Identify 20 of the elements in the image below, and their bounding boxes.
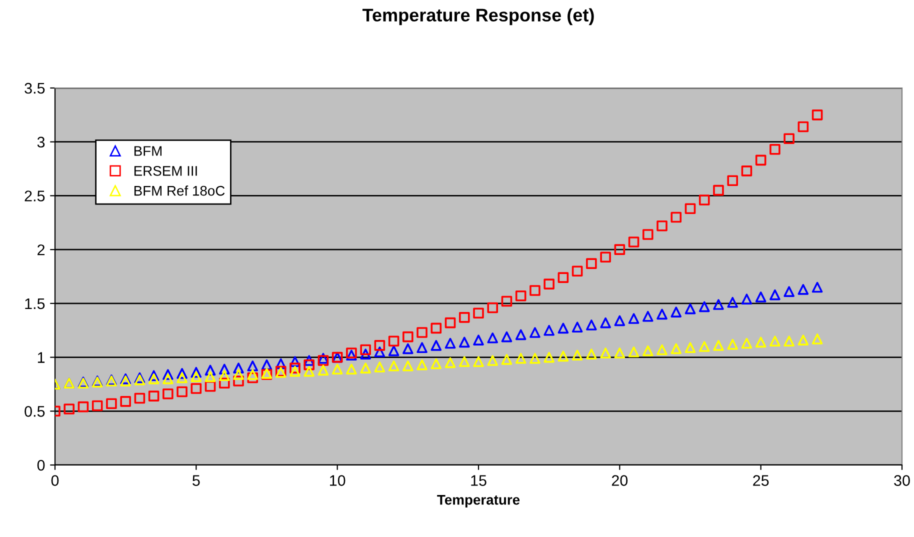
y-tick-label: 2.5 [24, 190, 45, 202]
y-tick-label: 2 [38, 244, 45, 256]
y-tick-label: 0.5 [24, 406, 45, 417]
y-tick-label: 0 [37, 460, 45, 471]
legend-label: ERSEM III [134, 166, 197, 176]
x-tick-label: 10 [330, 475, 346, 486]
chart-title: Temperature Response (et) [362, 8, 594, 26]
y-tick-label: 3.5 [24, 82, 45, 94]
y-tick-label: 3 [37, 136, 45, 148]
y-tick-label: 1 [38, 352, 45, 363]
y-tick-label: 1.5 [25, 298, 45, 310]
x-tick-label: 5 [192, 475, 200, 486]
x-tick-label: 25 [753, 475, 769, 486]
legend-label: BFM Ref 18oC [134, 186, 225, 196]
x-tick-label: 30 [894, 475, 910, 486]
legend-label: BFM [134, 146, 162, 156]
x-tick-label: 20 [612, 475, 628, 486]
x-tick-label: 0 [51, 475, 59, 486]
x-axis-title: Temperature [437, 495, 520, 508]
x-tick-label: 15 [471, 475, 486, 486]
